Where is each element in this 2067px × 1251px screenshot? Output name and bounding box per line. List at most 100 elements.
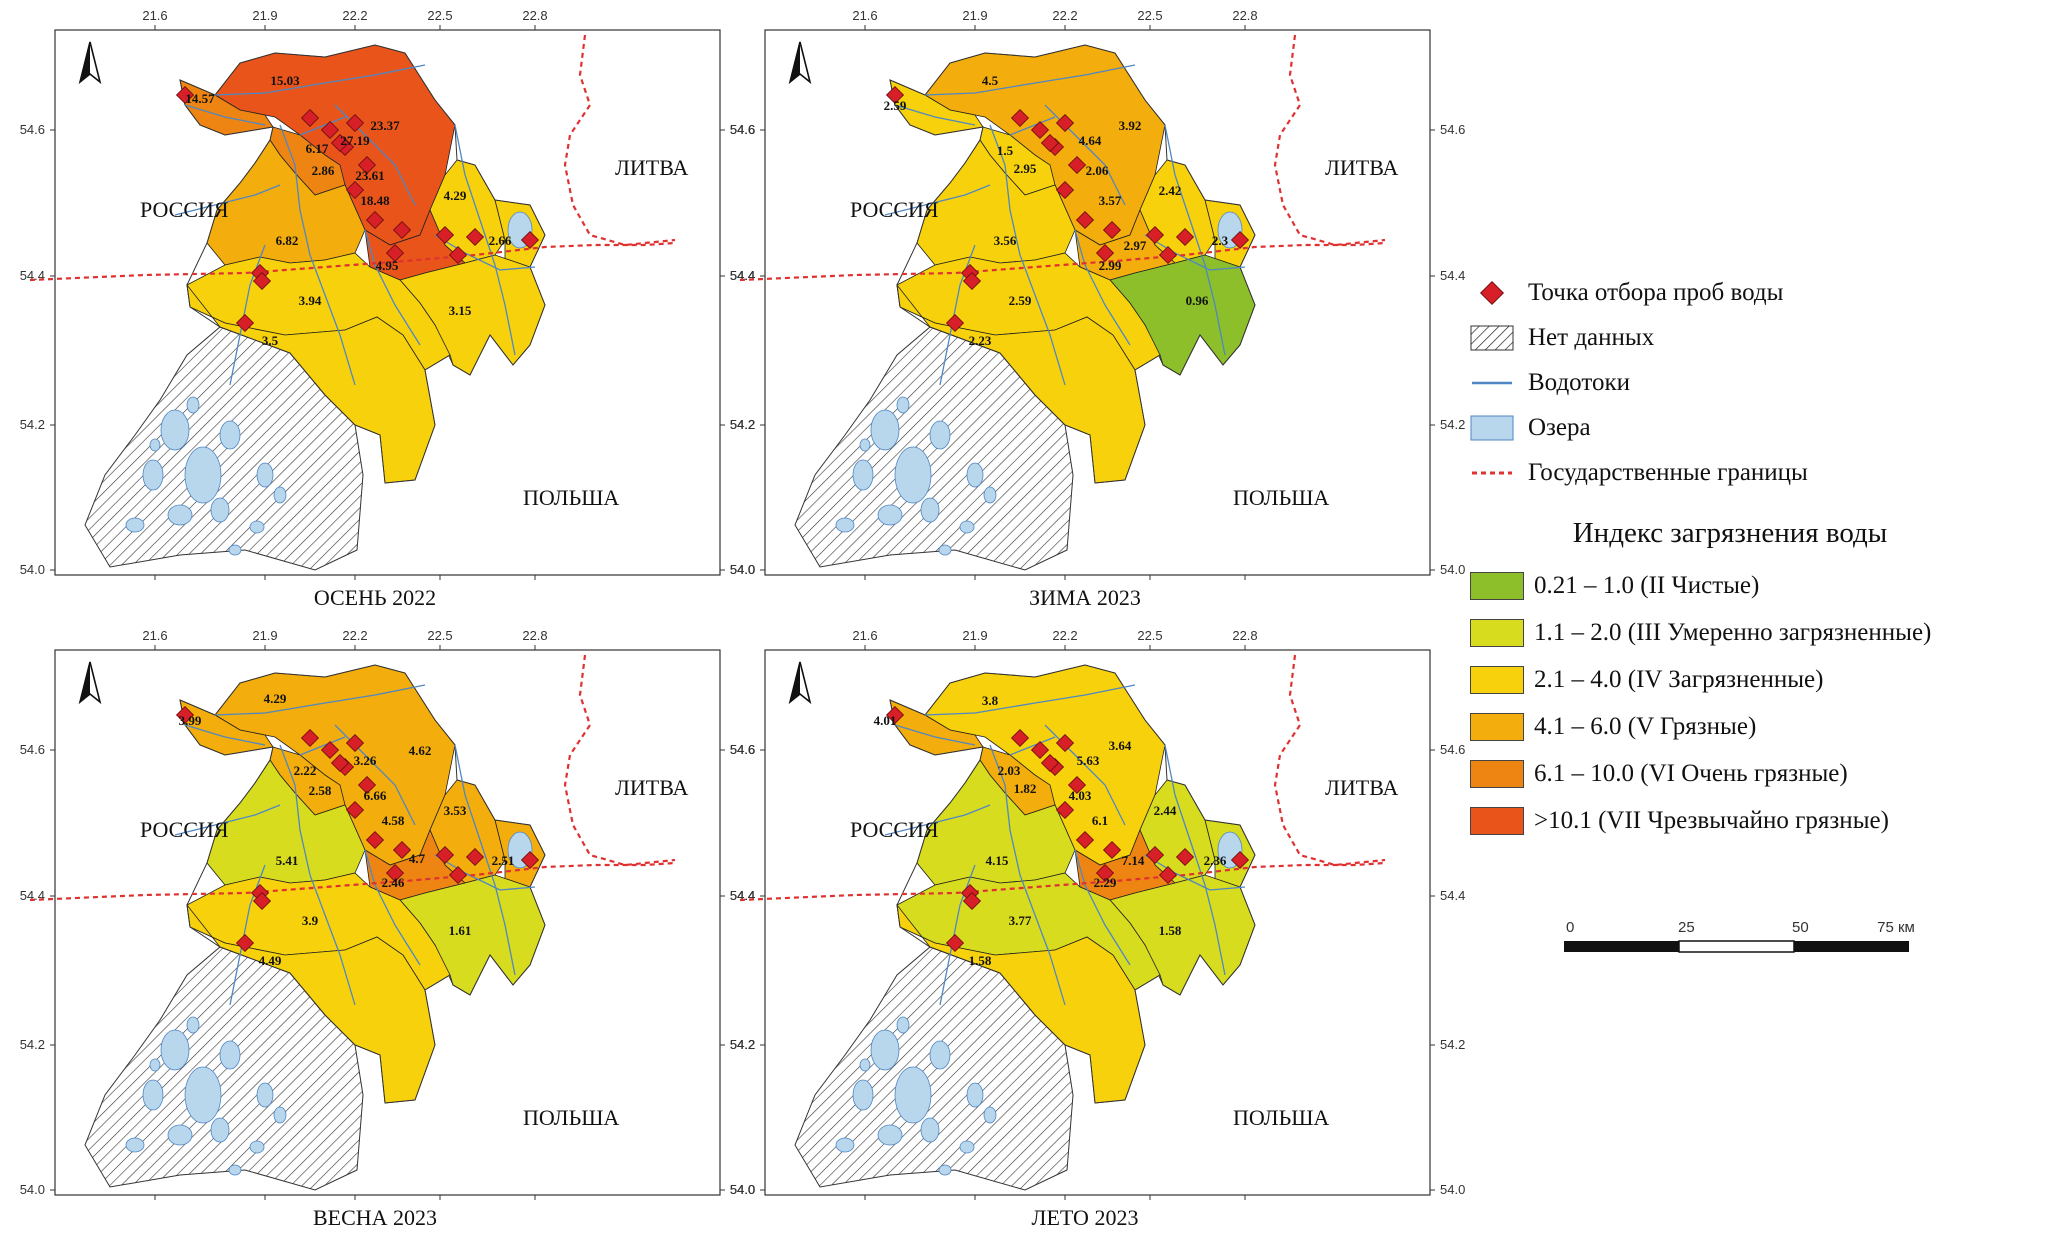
index-value-label: 2.59 <box>1009 293 1032 308</box>
lake <box>959 1140 975 1154</box>
legend-item-borders: Государственные границы <box>1470 450 2050 495</box>
lake <box>167 504 193 526</box>
lat-tick-label: 54.6 <box>730 742 755 757</box>
sampling-point <box>175 705 195 725</box>
lon-tick-label: 21.6 <box>142 8 167 23</box>
lake <box>983 486 997 504</box>
sampling-point <box>300 728 320 748</box>
index-value-label: 2.58 <box>309 783 332 798</box>
river <box>279 124 356 386</box>
river <box>299 116 346 136</box>
lake <box>877 1124 903 1146</box>
lat-tick-label: 54.6 <box>1440 742 1465 757</box>
lake <box>870 409 900 451</box>
sampling-point <box>300 108 320 128</box>
sampling-point <box>962 271 982 291</box>
river <box>989 744 1066 1006</box>
index-value-label: 3.99 <box>179 713 202 728</box>
legend-class-label: 4.1 – 6.0 (V Грязные) <box>1534 712 1757 740</box>
sampling-point <box>435 225 455 245</box>
sampling-point <box>1095 243 1115 263</box>
index-value-label: 4.58 <box>382 813 405 828</box>
lat-tick-label: 54.0 <box>730 562 755 577</box>
legend-label: Государственные границы <box>1528 458 1808 486</box>
lat-tick-label: 54.0 <box>730 1182 755 1197</box>
index-value-label: 1.5 <box>997 143 1014 158</box>
sampling-point <box>235 313 255 333</box>
lake <box>142 1079 164 1111</box>
index-value-label: 4.95 <box>376 258 399 273</box>
sampling-point <box>1230 230 1250 250</box>
legend-item-rivers: Водотоки <box>1470 360 2050 405</box>
lon-tick-label: 22.5 <box>1137 8 1162 23</box>
legend-class-label: 6.1 – 10.0 (VI Очень грязные) <box>1534 759 1848 787</box>
lake <box>966 1082 984 1108</box>
sampling-point <box>1040 753 1060 773</box>
river <box>884 804 991 836</box>
river <box>229 864 266 1006</box>
country-label-russia: РОССИЯ <box>140 817 229 842</box>
country-label-poland: ПОЛЬША <box>1233 1105 1329 1130</box>
river <box>434 854 536 891</box>
sampling-point <box>175 85 195 105</box>
lat-tick-label: 54.2 <box>730 417 755 432</box>
map-svg: 21.6 21.9 22.2 22.5 22.8 54.6 54.6 54.4 54.4 54.2… <box>730 628 1465 1200</box>
index-value-label: 23.61 <box>355 168 384 183</box>
sampling-point <box>345 113 365 133</box>
legend-class-item: 0.21 – 1.0 (II Чистые) <box>1470 562 2050 609</box>
legend-class-item: 4.1 – 6.0 (V Грязные) <box>1470 703 2050 750</box>
sampling-point <box>945 933 965 953</box>
river <box>454 124 516 356</box>
lake <box>894 446 932 504</box>
index-value-label: 4.01 <box>874 713 897 728</box>
lake <box>160 409 190 451</box>
index-value-label: 2.95 <box>1014 161 1037 176</box>
lat-tick-label: 54.4 <box>1440 268 1465 283</box>
lake <box>249 1140 265 1154</box>
lat-tick-label: 54.6 <box>20 742 45 757</box>
scale-tick-label: 25 <box>1678 919 1695 936</box>
river <box>1009 736 1056 756</box>
state-border <box>739 241 1386 282</box>
index-value-label: 3.92 <box>1119 118 1142 133</box>
lat-tick-label: 54.6 <box>730 122 755 137</box>
sampling-point <box>520 230 540 250</box>
lat-tick-label: 54.4 <box>730 268 755 283</box>
lake <box>219 420 241 450</box>
sampling-point <box>357 775 377 795</box>
index-value-label: 4.7 <box>409 851 426 866</box>
sampling-point <box>1075 210 1095 230</box>
index-value-label: 2.59 <box>884 98 907 113</box>
legend-item-sampling-point: Точка отбора проб воды <box>1470 270 2050 315</box>
legend-item-lakes: Озера <box>1470 405 2050 450</box>
index-value-label: 2.42 <box>1159 183 1182 198</box>
lake <box>184 446 222 504</box>
river <box>184 724 266 746</box>
lake <box>896 1016 910 1034</box>
scale-bar: 0 25 50 75 км <box>1560 915 1920 965</box>
lat-tick-label: 54.0 <box>730 1182 755 1197</box>
legend-class-item: 1.1 – 2.0 (III Умеренно загрязненные) <box>1470 609 2050 656</box>
sampling-point <box>1158 245 1178 265</box>
lat-tick-label: 54.2 <box>730 417 755 432</box>
index-value-label: 3.94 <box>299 293 322 308</box>
map-svg: 21.6 21.9 22.2 22.5 22.8 54.6 54.6 54.4 54.4 54.2… <box>20 628 755 1200</box>
sampling-point <box>1055 180 1075 200</box>
lake <box>210 1117 230 1143</box>
scale-tick-label: 0 <box>1566 919 1574 936</box>
lat-tick-label: 54.6 <box>20 122 45 137</box>
lake <box>859 1058 871 1072</box>
sampling-point <box>962 891 982 911</box>
legend-swatch <box>1470 759 1524 788</box>
lake <box>929 1040 951 1070</box>
index-value-label: 2.29 <box>1094 875 1117 890</box>
river <box>989 124 1066 386</box>
legend-class-item: 2.1 – 4.0 (IV Загрязненные) <box>1470 656 2050 703</box>
legend-class-label: 0.21 – 1.0 (II Чистые) <box>1534 571 1760 599</box>
country-label-lithuania: ЛИТВА <box>1325 155 1399 180</box>
index-value-label: 2.03 <box>998 763 1021 778</box>
index-value-label: 4.64 <box>1079 133 1102 148</box>
index-value-label: 3.57 <box>1099 193 1122 208</box>
index-value-label: 2.51 <box>492 853 515 868</box>
season-title: ЗИМА 2023 <box>1029 585 1141 610</box>
